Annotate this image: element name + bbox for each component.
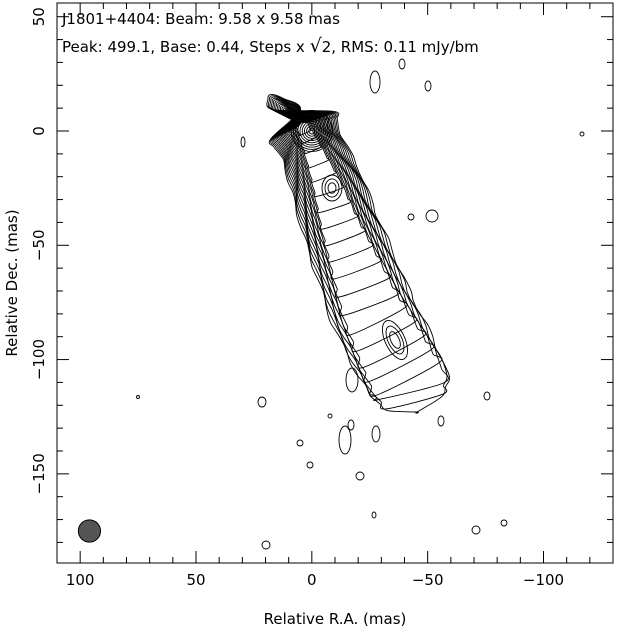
- core-contour: [299, 118, 325, 144]
- core-contour: [303, 123, 320, 139]
- noise-contour: [500, 519, 508, 527]
- noise-contour: [296, 439, 304, 447]
- plot-frame: [56, 2, 614, 564]
- beam-circle: [77, 519, 102, 543]
- x-axis-label: Relative R.A. (mas): [264, 610, 407, 628]
- noise-contour: [407, 213, 415, 221]
- contour-line: [292, 116, 323, 155]
- contour-line: [279, 105, 392, 298]
- x-tick-label: −50: [412, 571, 444, 589]
- contour-line: [282, 107, 375, 263]
- noise-contour: [345, 367, 359, 393]
- core-contour: [295, 114, 329, 148]
- noise-contours: [136, 58, 585, 550]
- core-contour: [297, 116, 327, 146]
- contour-line: [275, 101, 418, 353]
- contour-line: [283, 109, 367, 247]
- noise-contour: [371, 425, 381, 443]
- x-tick-label: −100: [523, 571, 564, 589]
- knot-contour: [381, 320, 409, 360]
- y-tick-label: 50: [30, 7, 48, 26]
- noise-contour: [425, 209, 439, 223]
- noise-contour: [355, 471, 365, 481]
- knot-contour: [327, 182, 337, 194]
- title-line-2-prefix: Peak: 499.1, Base: 0.44, Steps x: [62, 38, 310, 56]
- core-contour: [290, 109, 333, 153]
- title-line-2-suffix: 2, RMS: 0.11 mJy/bm: [322, 38, 479, 56]
- noise-contour: [424, 80, 432, 92]
- contour-line: [270, 97, 443, 397]
- knot-contour: [321, 174, 343, 202]
- contour-line: [272, 98, 435, 383]
- core-contour: [306, 125, 318, 137]
- x-tick-label: 100: [66, 571, 95, 589]
- noise-contour: [471, 525, 481, 535]
- y-tick-label: −50: [30, 229, 48, 261]
- y-tick-label: −100: [30, 339, 48, 380]
- x-tick-label: 0: [307, 571, 317, 589]
- contour-lines: [266, 93, 451, 414]
- core-contour: [308, 127, 316, 135]
- beam-ellipse: [77, 519, 102, 543]
- noise-contour: [257, 396, 267, 408]
- contour-line: [267, 95, 448, 410]
- noise-contour: [371, 511, 377, 519]
- contour-line: [269, 96, 449, 401]
- knot-contour: [389, 331, 401, 349]
- noise-contour: [338, 425, 352, 455]
- sqrt-symbol: √: [310, 35, 323, 57]
- noise-contour: [369, 70, 381, 94]
- noise-contour: [306, 461, 314, 469]
- core-contour: [292, 112, 331, 150]
- noise-contour: [327, 413, 333, 419]
- noise-contour: [398, 58, 406, 70]
- y-tick-label: −150: [30, 453, 48, 494]
- noise-contour: [240, 136, 246, 148]
- contour-line: [266, 93, 451, 414]
- knot-contour: [324, 178, 340, 198]
- title-line-1: J1801+4404: Beam: 9.58 x 9.58 mas: [61, 10, 340, 28]
- noise-contour: [579, 131, 585, 137]
- y-tick-label: 0: [30, 126, 48, 136]
- knot-contour: [385, 325, 405, 355]
- noise-contour: [347, 419, 355, 431]
- x-tick-label: 50: [186, 571, 205, 589]
- title-line-2: Peak: 499.1, Base: 0.44, Steps x √2, RMS…: [62, 35, 479, 57]
- noise-contour: [437, 415, 445, 427]
- tick-labels: 100 50 0 −50 −100 50 0 −50 −100 −150: [30, 7, 564, 589]
- noise-contour: [261, 540, 271, 550]
- noise-contour: [136, 395, 140, 399]
- noise-contour: [483, 391, 491, 401]
- contour-line: [273, 100, 427, 369]
- core-contour: [301, 120, 322, 142]
- y-axis-label: Relative Dec. (mas): [3, 209, 21, 356]
